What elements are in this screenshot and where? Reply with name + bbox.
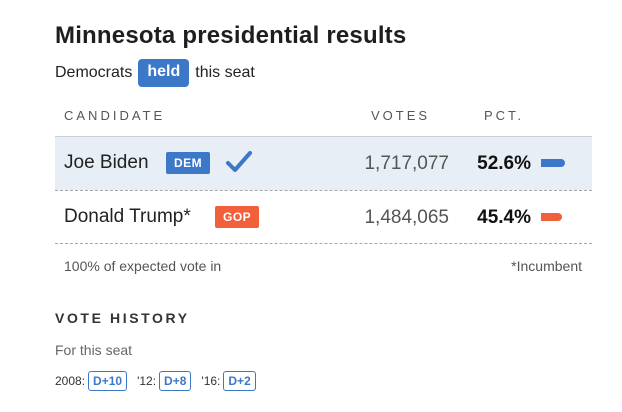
candidate-row: Donald Trump* GOP 1,484,065 45.4% — [55, 191, 592, 244]
reporting-status: 100% of expected vote in — [64, 258, 222, 274]
candidate-votes: 1,484,065 — [364, 207, 449, 228]
history-margin-badge: D+2 — [223, 371, 256, 391]
row-divider — [55, 190, 592, 191]
checkmark-icon — [226, 151, 252, 172]
seat-status: Democrats held this seat — [55, 58, 255, 88]
pct-bar — [541, 213, 581, 221]
pct-bar-fill — [541, 213, 562, 221]
candidate-column-header: CANDIDATE — [64, 108, 166, 123]
vote-history-item: '12: D+8 — [137, 371, 192, 391]
pct-bar — [541, 159, 581, 167]
page-title: Minnesota presidential results — [55, 22, 407, 49]
vote-history-list: 2008: D+10 '12: D+8 '16: D+2 — [55, 370, 266, 392]
vote-history-heading: VOTE HISTORY — [55, 310, 190, 326]
party-badge-dem: DEM — [166, 152, 211, 174]
candidate-votes: 1,717,077 — [364, 153, 449, 174]
candidate-pct: 45.4% — [477, 207, 531, 228]
candidate-pct: 52.6% — [477, 153, 531, 174]
party-badge-gop: GOP — [215, 206, 260, 228]
seat-status-prefix: Democrats — [55, 64, 133, 81]
incumbent-note: *Incumbent — [511, 258, 582, 274]
history-year: '16: — [201, 374, 221, 388]
seat-status-suffix: this seat — [195, 64, 255, 81]
vote-history-subheading: For this seat — [55, 342, 133, 358]
candidate-name: Donald Trump* — [64, 206, 191, 227]
pct-bar-fill — [541, 159, 566, 167]
vote-history-item: 2008: D+10 — [55, 371, 128, 391]
candidate-row-winner: Joe Biden DEM 1,717,077 52.6% — [55, 137, 592, 190]
candidate-name: Joe Biden — [64, 152, 149, 173]
history-margin-badge: D+10 — [88, 371, 128, 391]
history-year: '12: — [137, 374, 157, 388]
row-divider — [55, 243, 592, 244]
votes-column-header: VOTES — [371, 108, 431, 123]
vote-history-item: '16: D+2 — [201, 371, 256, 391]
held-badge: held — [138, 59, 190, 87]
history-year: 2008: — [55, 374, 86, 388]
pct-column-header: PCT. — [484, 108, 525, 123]
history-margin-badge: D+8 — [159, 371, 192, 391]
table-top-divider — [55, 136, 592, 137]
